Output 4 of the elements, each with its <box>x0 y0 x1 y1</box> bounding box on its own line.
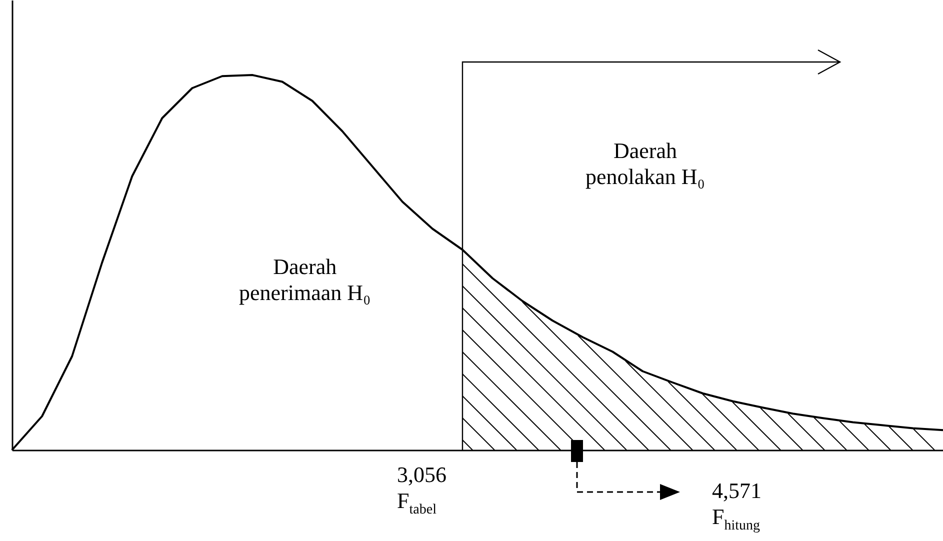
text: 4,571 F$_{hitung}$ <box>712 478 762 536</box>
annotation: Daerah penolakan H₀ <box>586 138 705 190</box>
annotation: Daerah penerimaan H₀ <box>239 254 371 306</box>
text: 3,056 F$_{tabel}$ <box>397 462 446 520</box>
